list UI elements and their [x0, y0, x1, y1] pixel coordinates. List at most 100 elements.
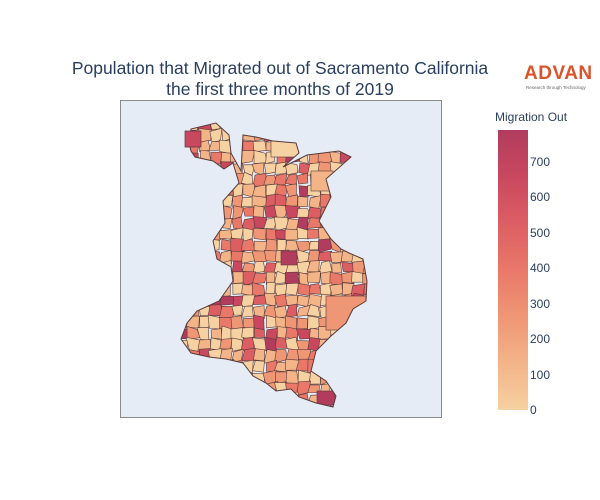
census-tract[interactable]: [231, 128, 245, 142]
census-tract[interactable]: [364, 314, 376, 329]
census-tract[interactable]: [316, 390, 336, 406]
census-tract[interactable]: [175, 371, 191, 385]
census-tract[interactable]: [363, 218, 376, 232]
census-tract[interactable]: [198, 218, 210, 231]
census-tract[interactable]: [199, 239, 212, 254]
census-tract[interactable]: [253, 382, 268, 396]
census-tract[interactable]: [196, 283, 212, 297]
census-tract[interactable]: [210, 328, 223, 340]
census-tract[interactable]: [275, 337, 288, 349]
census-tract[interactable]: [208, 370, 223, 384]
census-tract[interactable]: [296, 172, 309, 185]
census-tract[interactable]: [284, 294, 299, 308]
census-tract[interactable]: [208, 392, 223, 407]
census-tract[interactable]: [252, 305, 266, 319]
census-tract[interactable]: [299, 150, 309, 165]
census-tract[interactable]: [175, 361, 190, 373]
census-tract[interactable]: [240, 294, 256, 308]
census-tract[interactable]: [351, 184, 365, 197]
census-tract[interactable]: [176, 217, 189, 231]
census-tract[interactable]: [262, 392, 277, 407]
census-tract[interactable]: [232, 370, 244, 384]
census-tract[interactable]: [350, 371, 367, 383]
census-tract[interactable]: [351, 206, 366, 220]
census-tract[interactable]: [176, 259, 191, 274]
census-tract[interactable]: [187, 261, 200, 275]
census-tract[interactable]: [307, 293, 323, 308]
census-tract[interactable]: [273, 129, 287, 143]
census-tract[interactable]: [307, 141, 321, 153]
census-tract[interactable]: [284, 161, 299, 176]
census-tract[interactable]: [340, 160, 354, 176]
census-tract[interactable]: [208, 284, 223, 297]
census-tract[interactable]: [329, 150, 343, 164]
census-tract[interactable]: [363, 196, 375, 208]
census-tract[interactable]: [362, 117, 375, 131]
census-tract[interactable]: [186, 394, 201, 407]
census-tract[interactable]: [331, 128, 342, 143]
census-tract[interactable]: [176, 304, 188, 317]
census-tract[interactable]: [197, 381, 210, 395]
census-tract[interactable]: [209, 273, 223, 284]
census-tract[interactable]: [232, 119, 243, 132]
census-tract[interactable]: [274, 393, 287, 407]
census-tract[interactable]: [361, 381, 376, 395]
census-tract[interactable]: [320, 359, 331, 371]
census-tract[interactable]: [240, 381, 256, 396]
census-tract[interactable]: [242, 359, 254, 374]
census-tract[interactable]: [285, 326, 299, 341]
census-tract[interactable]: [175, 162, 190, 176]
census-tract[interactable]: [175, 118, 189, 132]
census-tract[interactable]: [274, 293, 289, 308]
census-tract[interactable]: [252, 261, 266, 274]
census-tract[interactable]: [361, 151, 375, 164]
census-tract[interactable]: [280, 250, 298, 266]
census-tract[interactable]: [220, 282, 231, 298]
census-tract[interactable]: [364, 402, 377, 418]
census-tract[interactable]: [319, 119, 330, 130]
census-tract[interactable]: [188, 163, 202, 174]
census-tract[interactable]: [186, 402, 202, 418]
census-tract[interactable]: [221, 171, 234, 185]
census-tract[interactable]: [207, 348, 222, 363]
census-tract[interactable]: [209, 163, 223, 176]
census-tract[interactable]: [207, 260, 224, 275]
census-tract[interactable]: [199, 149, 212, 166]
census-tract[interactable]: [188, 284, 201, 296]
census-tract[interactable]: [306, 217, 322, 229]
census-tract[interactable]: [219, 270, 233, 286]
census-tract[interactable]: [297, 196, 309, 208]
census-tract[interactable]: [208, 382, 223, 395]
census-tract[interactable]: [296, 128, 312, 144]
census-tract[interactable]: [185, 348, 200, 364]
census-tract[interactable]: [185, 216, 200, 232]
census-tract[interactable]: [285, 405, 300, 417]
census-tract[interactable]: [175, 226, 190, 241]
census-tract[interactable]: [197, 162, 212, 174]
census-tract[interactable]: [363, 338, 376, 353]
census-tract[interactable]: [199, 272, 212, 287]
census-tract[interactable]: [285, 303, 298, 318]
census-tract[interactable]: [306, 120, 320, 129]
census-tract[interactable]: [351, 139, 365, 153]
census-tract[interactable]: [254, 327, 265, 338]
census-tract[interactable]: [197, 248, 213, 263]
census-tract[interactable]: [340, 403, 353, 416]
census-tract[interactable]: [340, 216, 354, 231]
census-tract[interactable]: [309, 130, 320, 143]
census-tract[interactable]: [266, 405, 276, 416]
census-tract[interactable]: [253, 314, 265, 330]
census-tract[interactable]: [186, 239, 201, 253]
census-tract[interactable]: [329, 140, 344, 151]
census-tract[interactable]: [219, 404, 233, 415]
census-tract[interactable]: [317, 238, 332, 254]
census-tract[interactable]: [329, 204, 344, 220]
census-tract[interactable]: [230, 139, 243, 152]
census-tract[interactable]: [343, 138, 353, 152]
census-tract[interactable]: [209, 185, 222, 198]
census-tract[interactable]: [241, 238, 256, 252]
census-tract[interactable]: [199, 402, 212, 416]
census-tract[interactable]: [352, 392, 367, 405]
census-tract[interactable]: [199, 228, 210, 241]
census-tract[interactable]: [185, 227, 201, 241]
